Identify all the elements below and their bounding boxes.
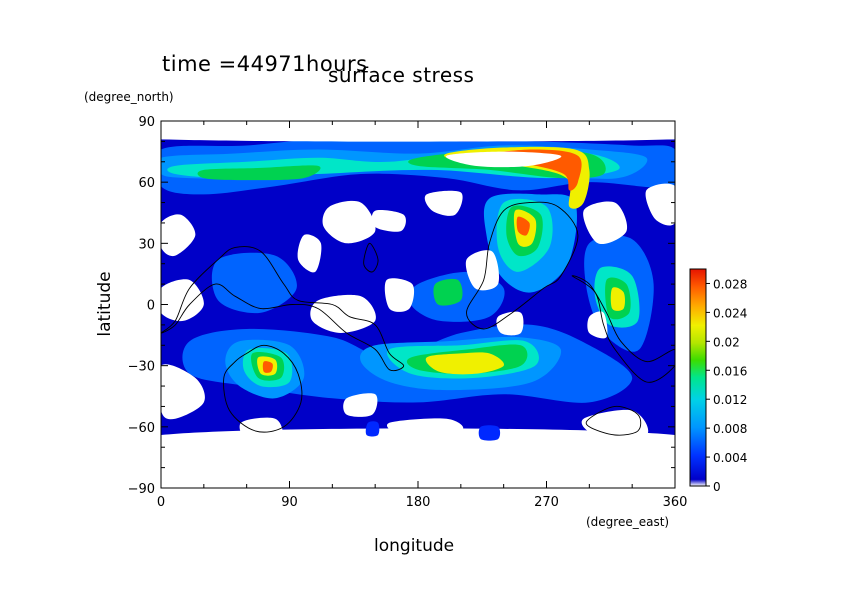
field-hole-2 [322,200,376,244]
x-axis-units: (degree_east) [586,515,670,529]
field-hole-6 [161,279,204,322]
colorbar-tick-label: 0.012 [713,393,747,407]
field-contour-28 [262,361,273,373]
field-island-1 [478,425,501,441]
x-tick-label: 360 [663,495,688,510]
coastline-4 [585,405,642,436]
y-tick-label: −90 [128,482,155,497]
field-contour-27 [516,216,530,236]
coastline-5 [363,242,379,273]
x-axis-label: longitude [374,536,455,556]
field-hole-1 [161,214,196,257]
colorbar-tick-label: 0.008 [713,422,747,436]
colorbar-labels: 0 0.004 0.008 0.012 0.016 0.02 0.024 0.028 [706,277,747,494]
coastline-2 [466,201,579,330]
y-tick-label: 30 [138,237,155,252]
field-hole-7 [310,294,376,333]
y-tick-label: −30 [128,360,155,375]
y-tick-label: 90 [138,115,155,130]
colorbar [689,268,707,487]
field-hole-4 [424,190,463,216]
field-hole-0 [445,151,562,168]
field-hole-5 [297,234,322,273]
field-contour-19 [433,278,463,306]
field-hole-12 [161,364,205,420]
x-tick-label: 180 [406,495,431,510]
coastlines [161,201,675,436]
stress-field [161,121,675,488]
field-hole-8 [384,278,415,312]
field-contour-14 [197,165,321,181]
field-hole-19 [496,311,524,336]
field-contour-24 [610,287,626,311]
field-island-0 [365,421,380,437]
field-hole-20 [386,418,464,436]
field-hole-11 [645,183,675,226]
y-axis-label: latitude [95,271,115,337]
coastline-3 [571,275,675,383]
field-hole-9 [465,250,500,291]
x-tick-label: 0 [157,495,165,510]
coastline-1 [223,344,303,433]
field-hole-14 [343,393,378,417]
axis-tick-labels: 0 90 180 270 360 90 60 30 0 −30 −60 −90 [128,115,688,510]
field-hole-18 [587,311,608,339]
y-tick-label: 60 [138,176,155,191]
chart-title: surface stress [328,63,475,87]
field-contour-22 [425,352,505,375]
colorbar-tick-label: 0.016 [713,364,747,378]
colorbar-tick-label: 0.028 [713,277,747,291]
field-contour-4 [211,252,297,314]
field-hole-3 [371,210,406,232]
colorbar-tick-label: 0 [713,480,721,494]
colorbar-tick-label: 0.02 [713,335,740,349]
field-hole-10 [583,201,628,245]
y-tick-label: −60 [128,421,155,436]
x-tick-label: 90 [281,495,298,510]
coastline-0 [161,246,405,372]
y-tick-label: 0 [147,299,155,314]
x-tick-label: 270 [534,495,559,510]
colorbar-tick-label: 0.004 [713,451,747,465]
colorbar-tick-label: 0.024 [713,306,747,320]
y-axis-units: (degree_north) [84,90,174,104]
axis-ticks [160,120,676,489]
chart-subtitle: time =44971hours [162,52,368,76]
field-hole-15 [161,428,675,488]
